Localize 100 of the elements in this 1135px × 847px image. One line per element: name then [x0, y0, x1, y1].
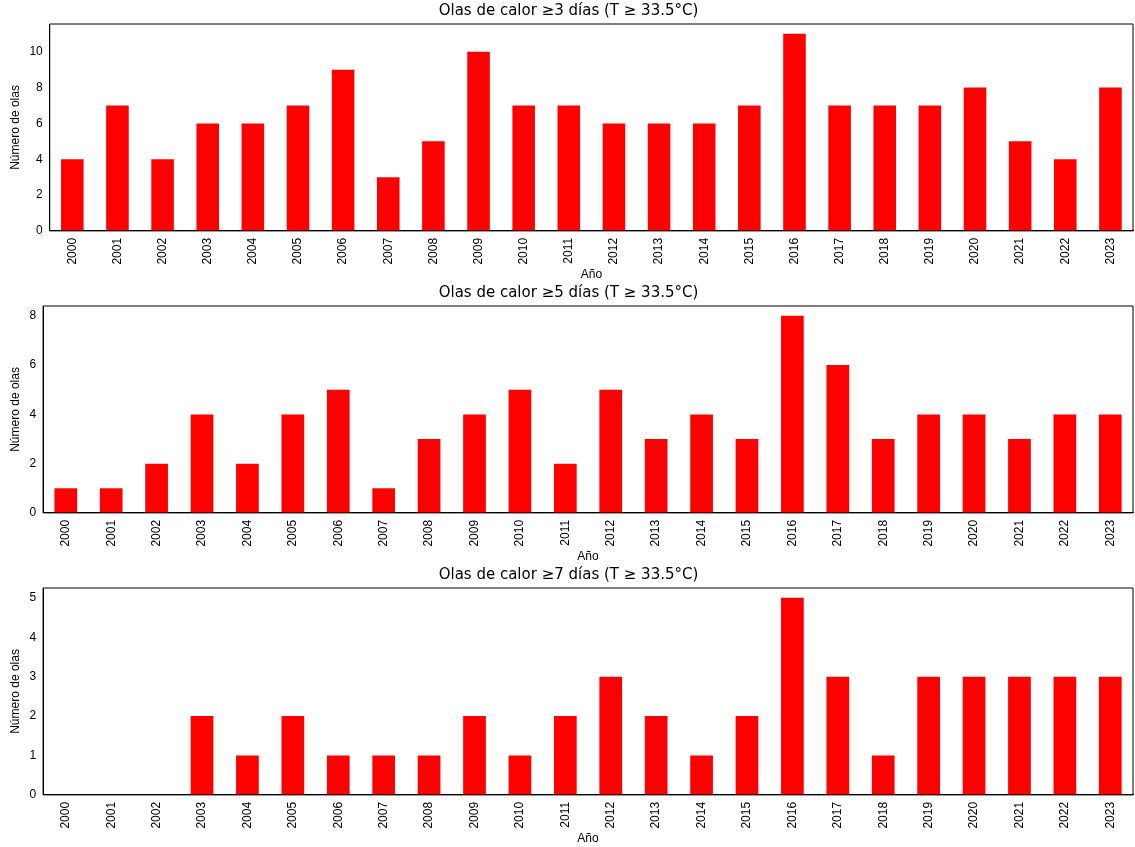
x-axis-title: Año — [580, 267, 603, 282]
bar — [1098, 414, 1122, 513]
x-tick-label: 2023 — [1102, 237, 1117, 265]
x-axis-title: Año — [577, 549, 600, 564]
bar — [372, 488, 396, 513]
chart-title: Olas de calor ≥7 días (T ≥ 33.5°C) — [438, 564, 699, 583]
bar — [326, 755, 350, 795]
bar — [1054, 159, 1077, 231]
bar — [599, 676, 623, 795]
bar — [917, 414, 940, 513]
y-tick-label: 2 — [29, 455, 37, 470]
x-tick-label: 2021 — [1012, 237, 1027, 265]
chart-title: Olas de calor ≥3 días (T ≥ 33.5°C) — [438, 0, 699, 19]
x-tick-label: 2017 — [830, 801, 845, 829]
chart-title: Olas de calor ≥5 días (T ≥ 33.5°C) — [438, 282, 699, 301]
x-tick-label: 2005 — [290, 237, 305, 265]
x-tick-label: 2014 — [693, 801, 708, 829]
y-axis-title: Número de olas — [7, 367, 22, 452]
bar — [1008, 439, 1031, 513]
bar — [1098, 676, 1122, 795]
x-tick-label: 2010 — [512, 801, 527, 829]
bar — [508, 755, 532, 795]
x-tick-label: 2015 — [741, 237, 756, 265]
bar — [417, 439, 441, 513]
bar — [918, 105, 942, 231]
bar — [463, 716, 486, 795]
x-tick-label: 2013 — [648, 801, 663, 829]
bar — [281, 414, 305, 513]
bar — [1053, 676, 1077, 795]
bar — [326, 389, 350, 513]
bar — [422, 141, 445, 231]
y-tick-label: 4 — [29, 629, 37, 644]
x-tick-label: 2007 — [375, 519, 390, 547]
bar — [826, 676, 850, 795]
bar — [1008, 141, 1032, 231]
x-tick-label: 2018 — [875, 519, 890, 547]
bar — [241, 123, 265, 231]
x-tick-label: 2014 — [693, 519, 708, 547]
x-tick-label: 2009 — [466, 519, 481, 547]
x-tick-label: 2014 — [696, 237, 711, 265]
bar — [236, 755, 259, 795]
x-tick-label: 2007 — [380, 237, 395, 265]
bar — [647, 123, 671, 231]
x-tick-label: 2004 — [239, 519, 254, 547]
bar — [602, 123, 626, 231]
x-tick-label: 2019 — [920, 801, 935, 829]
x-tick-label: 2003 — [194, 801, 209, 829]
bar — [61, 159, 84, 231]
x-tick-label: 2020 — [966, 519, 981, 547]
bar — [871, 439, 895, 513]
x-tick-label: 2000 — [58, 801, 73, 829]
bar — [963, 87, 987, 231]
x-tick-label: 2002 — [148, 519, 163, 547]
bar — [735, 439, 759, 513]
x-tick-label: 2012 — [603, 519, 618, 547]
bar — [106, 105, 129, 231]
bar — [286, 105, 310, 231]
bar — [917, 676, 940, 795]
x-tick-label: 2010 — [512, 519, 527, 547]
bar — [644, 716, 668, 795]
bar — [781, 315, 804, 513]
bar — [1099, 87, 1122, 231]
y-tick-label: 4 — [29, 406, 37, 421]
y-tick-label: 6 — [36, 115, 44, 130]
y-axis-title: Número de olas — [7, 649, 22, 734]
bar — [690, 755, 713, 795]
bar — [190, 716, 214, 795]
bar — [553, 463, 577, 513]
x-tick-label: 2018 — [875, 801, 890, 829]
x-tick-label: 2019 — [920, 519, 935, 547]
x-tick-label: 2000 — [58, 519, 73, 547]
x-tick-label: 2009 — [466, 801, 481, 829]
y-tick-label: 10 — [29, 44, 44, 59]
bar — [145, 463, 168, 513]
x-tick-label: 2022 — [1057, 519, 1072, 547]
bar — [99, 488, 123, 513]
x-tick-label: 2008 — [425, 237, 440, 265]
bar — [738, 105, 761, 231]
x-tick-label: 2016 — [786, 237, 801, 265]
x-tick-label: 2001 — [103, 801, 118, 829]
bar — [1053, 414, 1077, 513]
bar — [826, 365, 850, 513]
x-tick-label: 2013 — [651, 237, 666, 265]
x-tick-label: 2006 — [330, 801, 345, 829]
x-tick-label: 2007 — [375, 801, 390, 829]
x-tick-label: 2009 — [470, 237, 485, 265]
bar — [962, 414, 986, 513]
x-tick-label: 2001 — [109, 237, 124, 265]
y-axis-title: Número de olas — [7, 85, 22, 170]
x-tick-label: 2002 — [154, 237, 169, 265]
bar — [54, 488, 78, 513]
x-tick-label: 2011 — [557, 519, 572, 546]
bar — [962, 676, 986, 795]
x-tick-label: 2008 — [421, 519, 436, 547]
bar — [783, 33, 806, 231]
x-tick-label: 2011 — [557, 801, 572, 828]
y-tick-label: 2 — [36, 187, 44, 202]
bar — [690, 414, 713, 513]
x-tick-label: 2017 — [831, 237, 846, 265]
x-tick-label: 2012 — [606, 237, 621, 265]
